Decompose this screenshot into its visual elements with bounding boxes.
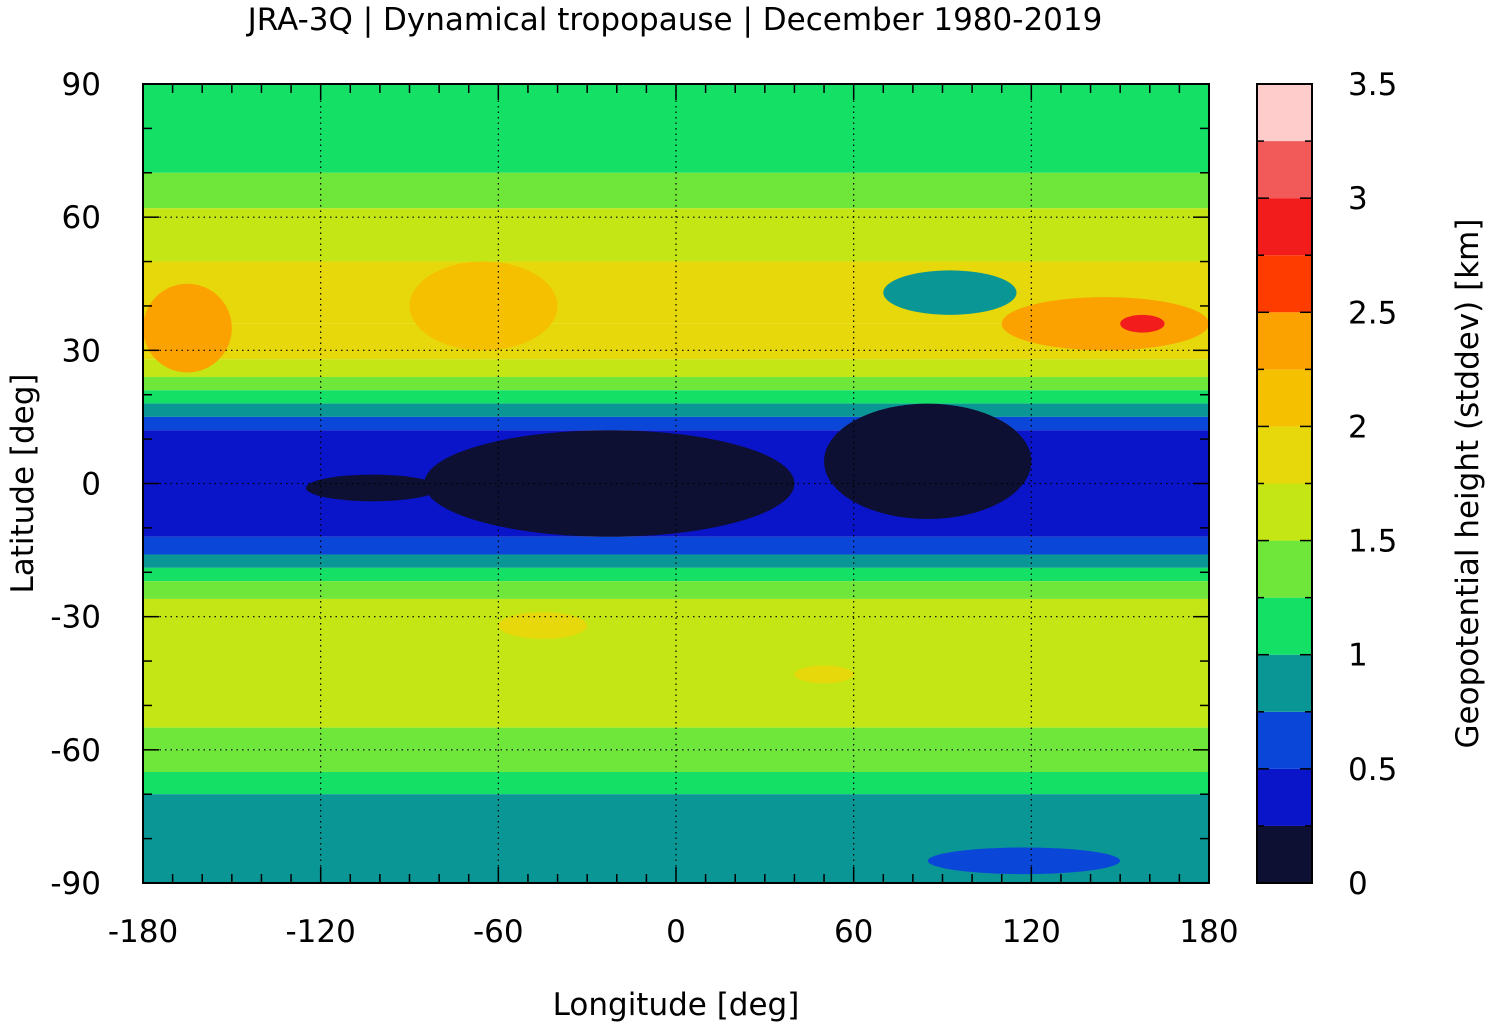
colorbar-swatch bbox=[1257, 540, 1312, 598]
y-tick-label: -60 bbox=[50, 733, 101, 769]
colorbar-swatch bbox=[1257, 84, 1312, 142]
colorbar-label: Geopotential height (stddev) [km] bbox=[1450, 219, 1486, 749]
colorbar-tick-label: 3.5 bbox=[1348, 67, 1397, 103]
y-tick-label: 90 bbox=[62, 67, 101, 103]
colorbar-swatch bbox=[1257, 369, 1312, 427]
x-tick-label: -180 bbox=[108, 914, 178, 950]
y-axis-label: Latitude [deg] bbox=[5, 373, 41, 593]
siberian-minimum bbox=[883, 270, 1017, 315]
japan-jet-core bbox=[1120, 314, 1165, 333]
x-tick-label: 60 bbox=[834, 914, 873, 950]
colorbar-swatch bbox=[1257, 141, 1312, 199]
zonal-band bbox=[143, 390, 1209, 404]
zonal-band bbox=[143, 376, 1209, 391]
tropical-minimum-atlantic-africa bbox=[424, 430, 795, 537]
colorbar-tick-label: 2 bbox=[1348, 409, 1368, 445]
colorbar-swatch bbox=[1257, 255, 1312, 313]
colorbar-tick-label: 1 bbox=[1348, 638, 1368, 674]
y-tick-label: -30 bbox=[50, 600, 101, 636]
tropical-minimum-pacific bbox=[305, 474, 440, 502]
colorbar-swatch bbox=[1257, 768, 1312, 826]
y-tick-label: 0 bbox=[81, 467, 101, 503]
colorbar: 0 0.5 1 1.5 2 2.5 3 3.5 bbox=[1256, 67, 1397, 902]
colorbar-swatch bbox=[1257, 426, 1312, 484]
colorbar-tick-label: 2.5 bbox=[1348, 295, 1397, 331]
y-tick-label: 60 bbox=[62, 200, 101, 236]
zonal-band bbox=[143, 554, 1209, 568]
x-tick-label: 180 bbox=[1179, 914, 1238, 950]
north-pacific-maximum bbox=[143, 283, 232, 373]
colorbar-tick-label: 0 bbox=[1348, 866, 1368, 902]
zonal-band bbox=[143, 416, 1209, 431]
south-indian-maximum bbox=[794, 665, 854, 684]
colorbar-swatch bbox=[1257, 597, 1312, 655]
y-tick-label: 30 bbox=[62, 333, 101, 369]
x-tick-label: -120 bbox=[285, 914, 355, 950]
tropical-minimum-indian-ocean bbox=[824, 403, 1032, 520]
colorbar-tick-label: 3 bbox=[1348, 181, 1368, 217]
colorbar-swatch bbox=[1257, 198, 1312, 256]
x-tick-label: 0 bbox=[666, 914, 686, 950]
colorbar-tick-label: 0.5 bbox=[1348, 752, 1397, 788]
south-atlantic-maximum bbox=[498, 612, 588, 639]
axes: -180 -120 -60 0 60 120 180 -90 -60 -30 0 30 60 90 bbox=[50, 67, 1238, 950]
colorbar-tick-label: 1.5 bbox=[1348, 524, 1397, 560]
north-atlantic-maximum bbox=[409, 261, 558, 351]
colorbar-swatch bbox=[1257, 654, 1312, 712]
colorbar-swatch bbox=[1257, 483, 1312, 541]
y-tick-label: -90 bbox=[50, 866, 101, 902]
colorbar-swatch bbox=[1257, 312, 1312, 370]
zonal-band bbox=[143, 536, 1209, 555]
antarctic-interior-minimum bbox=[927, 847, 1121, 875]
grid-lines bbox=[143, 84, 1209, 883]
zonal-band bbox=[143, 359, 1209, 377]
x-tick-label: -60 bbox=[473, 914, 524, 950]
x-tick-label: 120 bbox=[1002, 914, 1061, 950]
chart-title: JRA-3Q | Dynamical tropopause | December… bbox=[246, 2, 1103, 38]
colorbar-swatch bbox=[1257, 825, 1312, 883]
colorbar-swatch bbox=[1257, 711, 1312, 769]
x-axis-label: Longitude [deg] bbox=[553, 987, 800, 1023]
east-asia-jet-maximum bbox=[1001, 297, 1209, 351]
